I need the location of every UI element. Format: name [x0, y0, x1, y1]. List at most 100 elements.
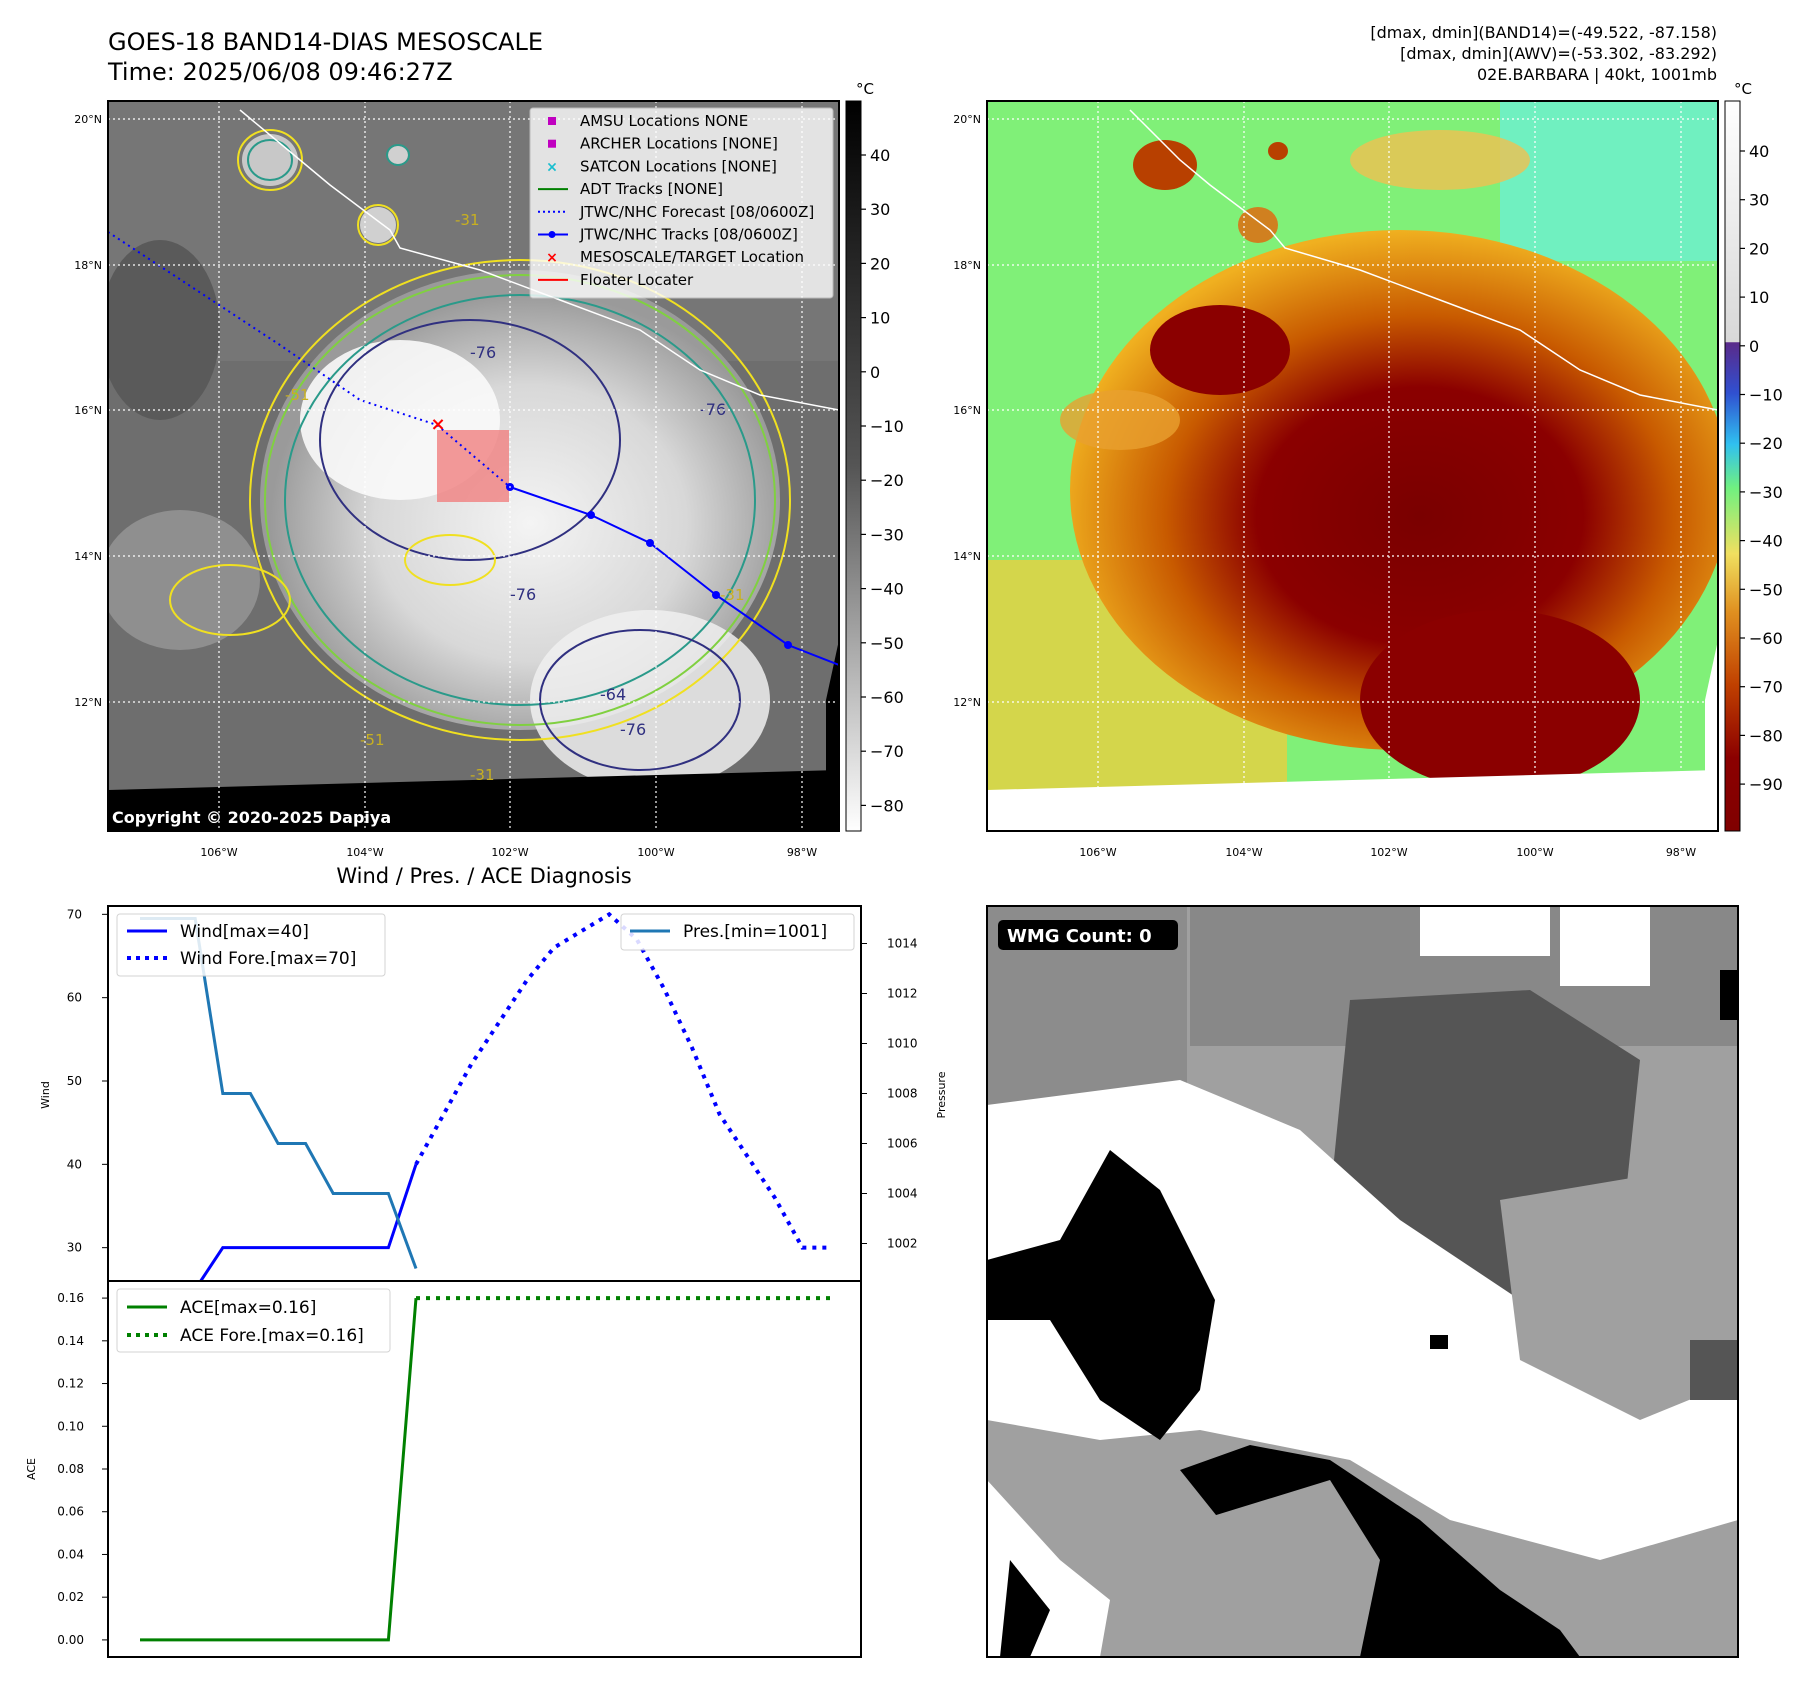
colorbar-tick-label: 10	[1749, 288, 1769, 307]
diagnosis-title: Wind / Pres. / ACE Diagnosis	[336, 864, 631, 888]
colorbar-tick-label: −70	[1749, 678, 1783, 697]
ace-tick-label: 0.14	[57, 1334, 84, 1348]
wind-tick-label: 40	[67, 1157, 82, 1171]
colorbar-tick-label: −30	[870, 525, 904, 544]
colorbar-tick-label: −40	[1749, 532, 1783, 551]
map-legend: AMSU Locations NONE ARCHER Locations [NON…	[529, 107, 834, 299]
pressure-tick-label: 1008	[887, 1087, 918, 1101]
ace-tick-label: 0.00	[57, 1633, 84, 1647]
lat-label: 20°N	[74, 113, 102, 126]
lon-label: 106°W	[1079, 846, 1116, 859]
lat-label: 20°N	[953, 113, 981, 126]
lon-label: 106°W	[200, 846, 237, 859]
lon-label: 98°W	[1666, 846, 1696, 859]
legend-item: JTWC/NHC Tracks [08/0600Z]	[538, 226, 798, 244]
wind-axis-label: Wind	[39, 1081, 52, 1109]
track-point	[712, 591, 720, 599]
contour-label: -76	[470, 343, 496, 362]
colorbar-tick-label: 20	[1749, 239, 1769, 258]
colorbar-tick-label: −60	[870, 688, 904, 707]
lon-label: 104°W	[1225, 846, 1262, 859]
legend-label: Floater Locater	[580, 271, 694, 289]
legend-marker-square	[548, 139, 556, 148]
lon-label: 100°W	[637, 846, 674, 859]
colorbar-tick-label: 40	[1749, 142, 1769, 161]
track-point	[646, 539, 654, 547]
wind-tick-label: 50	[67, 1074, 82, 1088]
colorbar-tick-label: −50	[870, 634, 904, 653]
track-point	[784, 641, 792, 649]
best-track	[509, 486, 839, 666]
copyright-text: Copyright © 2020-2025 Dapiya	[112, 808, 391, 827]
pressure-tick-label: 1012	[887, 987, 918, 1001]
legend-label: ADT Tracks [NONE]	[580, 180, 723, 198]
colorbar-left: °C 40 30 20 10 0 −10 −20 −30 −40 −50 −60 −70 −80	[845, 80, 904, 832]
colorbar-unit: °C	[856, 80, 874, 98]
colorbar-tick-label: 40	[870, 146, 890, 165]
wmg-count-text: WMG Count: 0	[1007, 926, 1152, 947]
legend-label: SATCON Locations [NONE]	[580, 157, 777, 175]
pressure-tick-label: 1014	[887, 937, 918, 951]
pressure-tick-label: 1010	[887, 1037, 918, 1051]
legend-marker-square	[548, 117, 556, 125]
lat-label: 12°N	[953, 696, 981, 709]
colorbar-tick-label: 20	[870, 254, 890, 273]
ace-tick-label: 0.04	[57, 1547, 84, 1561]
lat-label: 14°N	[953, 550, 981, 563]
legend-item: JTWC/NHC Forecast [08/0600Z]	[538, 203, 814, 221]
pressure-tick-label: 1002	[887, 1237, 918, 1251]
pressure-tick-label: 1006	[887, 1137, 918, 1151]
pressure-legend: Pres.[min=1001]	[620, 913, 855, 951]
contour-label: -76	[620, 720, 646, 739]
ace-tick-label: 0.10	[57, 1419, 84, 1433]
legend-item: × SATCON Locations [NONE]	[546, 157, 777, 175]
wind-tick-label: 30	[67, 1241, 82, 1255]
colorbar-tick-label: −30	[1749, 483, 1783, 502]
legend-item: AMSU Locations NONE	[548, 112, 748, 130]
legend-marker-dot	[548, 231, 556, 238]
contour-label: -31	[470, 766, 495, 784]
ace-series-line	[140, 1297, 418, 1642]
pressure-legend-item: Pres.[min=1001]	[683, 922, 827, 942]
colorbar-tick-label: 0	[1749, 337, 1759, 356]
legend-label: AMSU Locations NONE	[580, 112, 748, 130]
stats-line2: [dmax, dmin](AWV)=(-53.302, -83.292)	[1400, 44, 1717, 63]
colorbar-tick-label: −80	[1749, 726, 1783, 745]
floater-box	[437, 430, 509, 502]
legend-marker-x: ×	[546, 250, 558, 266]
ace-tick-label: 0.06	[57, 1505, 84, 1519]
legend-marker-x: ×	[546, 159, 558, 175]
legend-item: Floater Locater	[538, 271, 694, 289]
colorbar-tick-label: −60	[1749, 629, 1783, 648]
wind-tick-label: 70	[67, 907, 82, 921]
legend-label: ARCHER Locations [NONE]	[580, 135, 778, 153]
ace-tick-label: 0.12	[57, 1377, 84, 1391]
lon-label: 104°W	[346, 846, 383, 859]
wmg-map	[987, 906, 1738, 1657]
colorbar-tick-label: −10	[1749, 386, 1783, 405]
wmg-badge: WMG Count: 0	[998, 920, 1178, 950]
wmg-panel-frame	[986, 905, 1739, 1658]
lat-label: 12°N	[74, 696, 102, 709]
contour-label: -51	[285, 386, 310, 404]
colorbar-tick-label: 30	[870, 200, 890, 219]
ace-legend: ACE[max=0.16] ACE Fore.[max=0.16]	[116, 1288, 391, 1353]
figure-title-line2: Time: 2025/06/08 09:46:27Z	[107, 58, 453, 86]
track-point	[587, 511, 595, 519]
contour-label: -64	[600, 685, 626, 704]
ace-tick-label: 0.08	[57, 1462, 84, 1476]
colorbar-right: °C 40 30 20 10 0 −10 −20 −30 −40 −50 −60 −70 −80 −90	[1724, 80, 1783, 832]
target-marker: ×	[430, 414, 445, 435]
figure-title-line1: GOES-18 BAND14-DIAS MESOSCALE	[108, 28, 543, 56]
wind-tick-label: 60	[67, 991, 82, 1005]
contour-label: -51	[360, 731, 385, 749]
contour-label: -31	[455, 211, 480, 229]
legend-label: MESOSCALE/TARGET Location	[580, 248, 804, 266]
stats-line1: [dmax, dmin](BAND14)=(-49.522, -87.158)	[1370, 23, 1717, 42]
legend-item: ADT Tracks [NONE]	[538, 180, 723, 198]
lon-label: 98°W	[787, 846, 817, 859]
lat-label: 16°N	[953, 404, 981, 417]
stats-line3: 02E.BARBARA | 40kt, 1001mb	[1477, 65, 1717, 84]
lat-label: 16°N	[74, 404, 102, 417]
lon-label: 102°W	[491, 846, 528, 859]
